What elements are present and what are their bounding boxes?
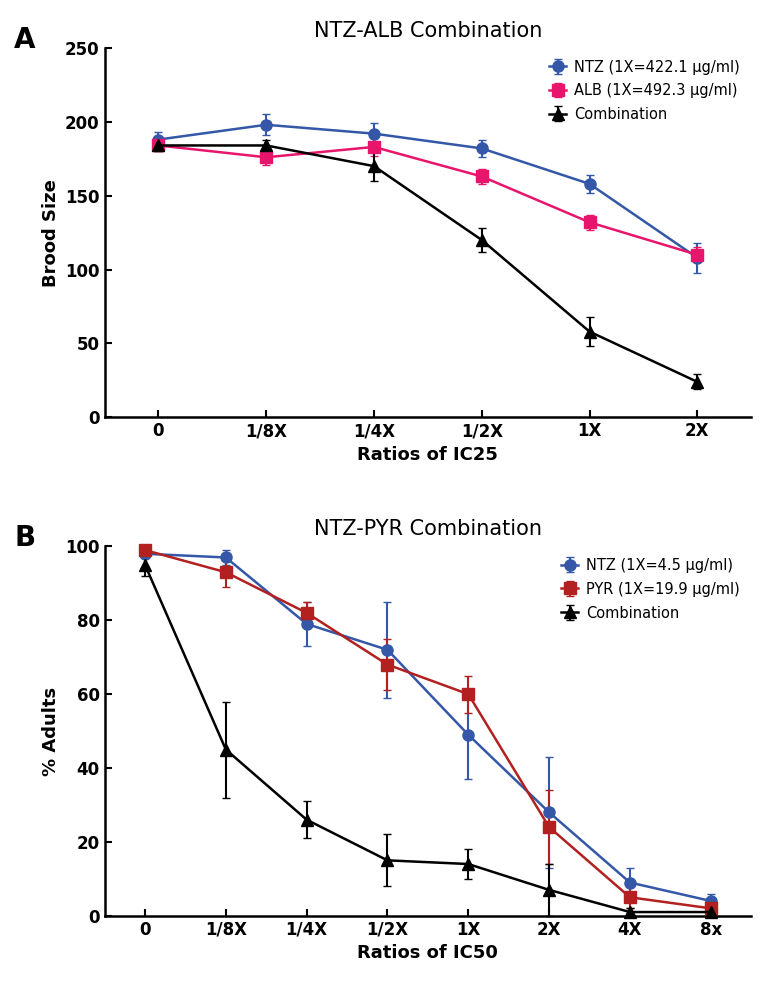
Title: NTZ-ALB Combination: NTZ-ALB Combination [313,21,542,41]
Text: B: B [14,524,36,552]
Title: NTZ-PYR Combination: NTZ-PYR Combination [314,519,542,540]
Y-axis label: Brood Size: Brood Size [42,179,59,287]
X-axis label: Ratios of IC50: Ratios of IC50 [357,944,498,962]
Text: A: A [14,26,36,54]
Y-axis label: % Adults: % Adults [42,686,59,776]
Legend: NTZ (1X=422.1 μg/ml), ALB (1X=492.3 μg/ml), Combination: NTZ (1X=422.1 μg/ml), ALB (1X=492.3 μg/m… [544,55,744,127]
X-axis label: Ratios of IC25: Ratios of IC25 [357,445,498,464]
Legend: NTZ (1X=4.5 μg/ml), PYR (1X=19.9 μg/ml), Combination: NTZ (1X=4.5 μg/ml), PYR (1X=19.9 μg/ml),… [557,553,744,625]
